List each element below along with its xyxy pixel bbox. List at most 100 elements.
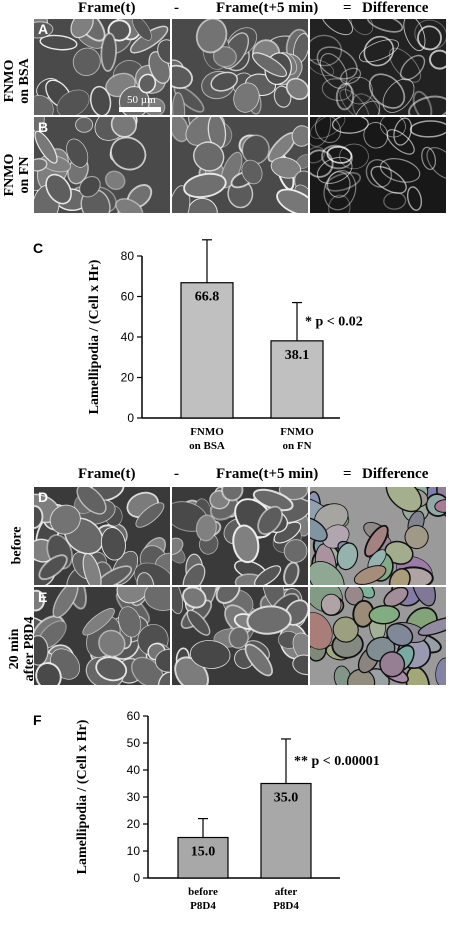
significance-annotation-c: * p < 0.02 bbox=[305, 315, 363, 330]
category-label-c-1: FNMO bbox=[190, 426, 224, 438]
cell-shape bbox=[110, 136, 147, 171]
y-axis-label-c: Lamellipodia / (Cell x Hr) bbox=[87, 259, 102, 414]
cell-shape bbox=[345, 76, 373, 105]
cell-shape bbox=[326, 146, 353, 164]
cell-shape bbox=[359, 39, 399, 63]
cell-shape bbox=[136, 572, 155, 585]
cell-shape bbox=[386, 129, 415, 155]
significance-annotation-f: ** p < 0.00001 bbox=[294, 754, 380, 769]
cell-shape bbox=[417, 25, 442, 51]
y-tick-label: 80 bbox=[121, 249, 135, 263]
cell-shape bbox=[292, 654, 308, 676]
cell-shape bbox=[379, 117, 406, 138]
cell-shape bbox=[52, 587, 79, 619]
data-label-c-2: 38.1 bbox=[285, 348, 310, 363]
cell-shape bbox=[193, 141, 225, 172]
cell-shape bbox=[320, 593, 342, 616]
cell-shape bbox=[172, 92, 186, 115]
cell-shape bbox=[403, 19, 426, 52]
row-label-fn: FNMO on FN bbox=[2, 153, 32, 197]
cell-shape bbox=[435, 657, 446, 685]
cell-shape bbox=[340, 67, 362, 85]
cell-shape bbox=[82, 552, 102, 585]
cell-shape bbox=[384, 540, 414, 565]
cell-shape bbox=[66, 138, 89, 168]
cell-shape bbox=[316, 46, 358, 80]
cell-shape bbox=[228, 626, 249, 649]
cell-shape bbox=[34, 505, 44, 529]
cell-shape bbox=[406, 186, 423, 211]
y-tick-label: 60 bbox=[127, 709, 141, 723]
cell-shape bbox=[285, 77, 308, 100]
cell-shape bbox=[257, 505, 283, 536]
panel-letter-f: F bbox=[33, 712, 42, 728]
cell-shape bbox=[182, 587, 207, 609]
cell-shape bbox=[324, 171, 362, 192]
data-label-c-1: 66.8 bbox=[195, 290, 220, 305]
cell-shape bbox=[215, 587, 241, 604]
micrograph-e-frame-t bbox=[34, 587, 170, 685]
cell-shape bbox=[132, 19, 152, 41]
header-frame-t: Frame(t) bbox=[78, 0, 136, 16]
cell-shape bbox=[70, 19, 94, 39]
micrograph-b-difference bbox=[310, 117, 446, 213]
micrograph-b-frame-t5 bbox=[172, 117, 308, 213]
micrograph-e-frame-t5 bbox=[172, 587, 308, 685]
scale-bar bbox=[119, 107, 161, 112]
cell-shape bbox=[157, 39, 170, 64]
cell-shape bbox=[310, 34, 343, 67]
cell-shape bbox=[310, 517, 328, 542]
cell-shape bbox=[335, 83, 355, 111]
cell-shape bbox=[172, 117, 190, 143]
cell-shape bbox=[426, 147, 446, 180]
chart-f: 0 10 20 30 40 50 60 Lamellipodia / (Cell x Hr) 1… bbox=[75, 709, 380, 912]
panel-letter-c: C bbox=[33, 240, 44, 256]
panel-letter-a: A bbox=[38, 21, 49, 37]
cell-shape bbox=[429, 49, 446, 70]
cell-shape bbox=[310, 59, 335, 77]
cell-shape bbox=[385, 487, 423, 513]
y-tick-label: 20 bbox=[127, 817, 141, 831]
panel-letter-d: D bbox=[38, 489, 49, 505]
y-tick-label: 60 bbox=[121, 290, 135, 304]
cell-shape bbox=[49, 504, 81, 535]
cell-shape bbox=[35, 662, 62, 685]
cell-shape bbox=[278, 487, 308, 501]
cell-shape bbox=[115, 198, 144, 213]
cell-shape bbox=[400, 54, 426, 81]
cell-shape bbox=[34, 95, 54, 115]
cell-shape bbox=[336, 542, 359, 571]
category-label-f-1: before bbox=[188, 886, 218, 898]
cell-shape bbox=[366, 19, 404, 33]
cell-shape bbox=[182, 563, 206, 585]
cell-shape bbox=[319, 53, 348, 89]
micrograph-a-difference bbox=[310, 19, 446, 115]
micrograph-b-frame-t bbox=[34, 117, 170, 213]
header2-frame-t: Frame(t) bbox=[78, 466, 136, 482]
cell-shape bbox=[104, 170, 126, 191]
cell-shape bbox=[34, 589, 46, 612]
panel-letter-e: E bbox=[38, 589, 48, 605]
bar-c-2 bbox=[270, 340, 324, 419]
cell-shape bbox=[100, 527, 126, 561]
cell-shape bbox=[408, 95, 446, 115]
cell-shape bbox=[72, 47, 101, 77]
cell-shape bbox=[351, 93, 381, 115]
cell-shape bbox=[210, 71, 238, 92]
cell-shape bbox=[320, 19, 354, 36]
cell-shape bbox=[56, 89, 90, 115]
cell-shape bbox=[310, 146, 326, 164]
cell-shape bbox=[39, 34, 78, 51]
cell-shape bbox=[172, 537, 184, 556]
cell-shape bbox=[388, 568, 411, 585]
cell-shape bbox=[233, 82, 260, 113]
cell-shape bbox=[138, 73, 157, 94]
row-label-before: before bbox=[9, 526, 25, 565]
cell-shape bbox=[89, 85, 112, 115]
micrograph-d-frame-t bbox=[34, 487, 170, 585]
data-label-f-1: 15.0 bbox=[191, 845, 216, 860]
category-label-c-2: FNMO bbox=[280, 426, 314, 438]
cell-shape bbox=[38, 554, 68, 581]
cell-shape bbox=[310, 612, 333, 650]
cell-shape bbox=[409, 120, 446, 138]
